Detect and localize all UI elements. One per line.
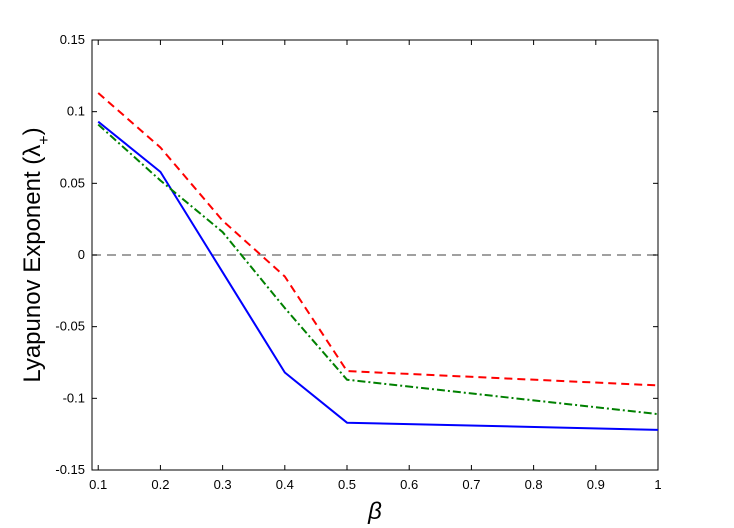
series-line-1: [97, 120, 659, 431]
x-tick-label: 0.7: [462, 477, 480, 492]
x-tick-label: 0.4: [276, 477, 294, 492]
x-tick-label: 0.2: [151, 477, 169, 492]
series-2-point: [97, 92, 99, 94]
x-tick-label: 0.9: [587, 477, 605, 492]
y-tick-label: 0.05: [60, 175, 85, 190]
series-3-point: [657, 413, 659, 415]
x-tick-label: 0.5: [338, 477, 356, 492]
x-tick-label: 1: [654, 477, 661, 492]
y-axis: -0.15 -0.1 -0.05 0 0.05 0.1 0.15: [55, 32, 658, 477]
series-2-point: [346, 370, 348, 372]
series-1-point: [221, 271, 223, 273]
y-axis-label-main: Lyapunov Exponent (λ: [19, 145, 46, 383]
series-1-point: [97, 121, 99, 123]
series-1-point: [346, 422, 348, 424]
y-axis-label-subscript: +: [36, 135, 53, 144]
series-3-point: [346, 379, 348, 381]
series-2-point: [159, 146, 161, 148]
y-tick-label: -0.05: [55, 319, 85, 334]
x-axis-label: β: [367, 498, 382, 525]
x-tick-label: 0.6: [400, 477, 418, 492]
series-layer: [97, 92, 659, 431]
y-tick-label: -0.1: [63, 390, 85, 405]
series-line-2: [97, 92, 659, 387]
y-tick-label: -0.15: [55, 462, 85, 477]
series-line-3: [97, 123, 659, 416]
x-tick-label: 0.1: [89, 477, 107, 492]
y-axis-label: Lyapunov Exponent (λ+): [19, 127, 53, 382]
series-2-point: [657, 384, 659, 386]
x-axis: 0.1 0.2 0.3 0.4 0.5 0.6 0.7 0.8 0.9 1: [89, 40, 662, 492]
y-tick-label: 0.1: [67, 104, 85, 119]
series-2-point: [221, 219, 223, 221]
x-tick-label: 0.3: [214, 477, 232, 492]
series-3-point: [221, 231, 223, 233]
y-axis-label-suffix: ): [19, 127, 46, 135]
series-3-point: [284, 307, 286, 309]
series-1-point: [284, 371, 286, 373]
y-tick-label: 0.15: [60, 32, 85, 47]
series-1-point: [657, 429, 659, 431]
y-tick-label: 0: [78, 247, 85, 262]
series-2-point: [284, 275, 286, 277]
series-3-point: [159, 179, 161, 181]
series-1-point: [159, 171, 161, 173]
series-3-point: [97, 123, 99, 125]
x-tick-label: 0.8: [525, 477, 543, 492]
